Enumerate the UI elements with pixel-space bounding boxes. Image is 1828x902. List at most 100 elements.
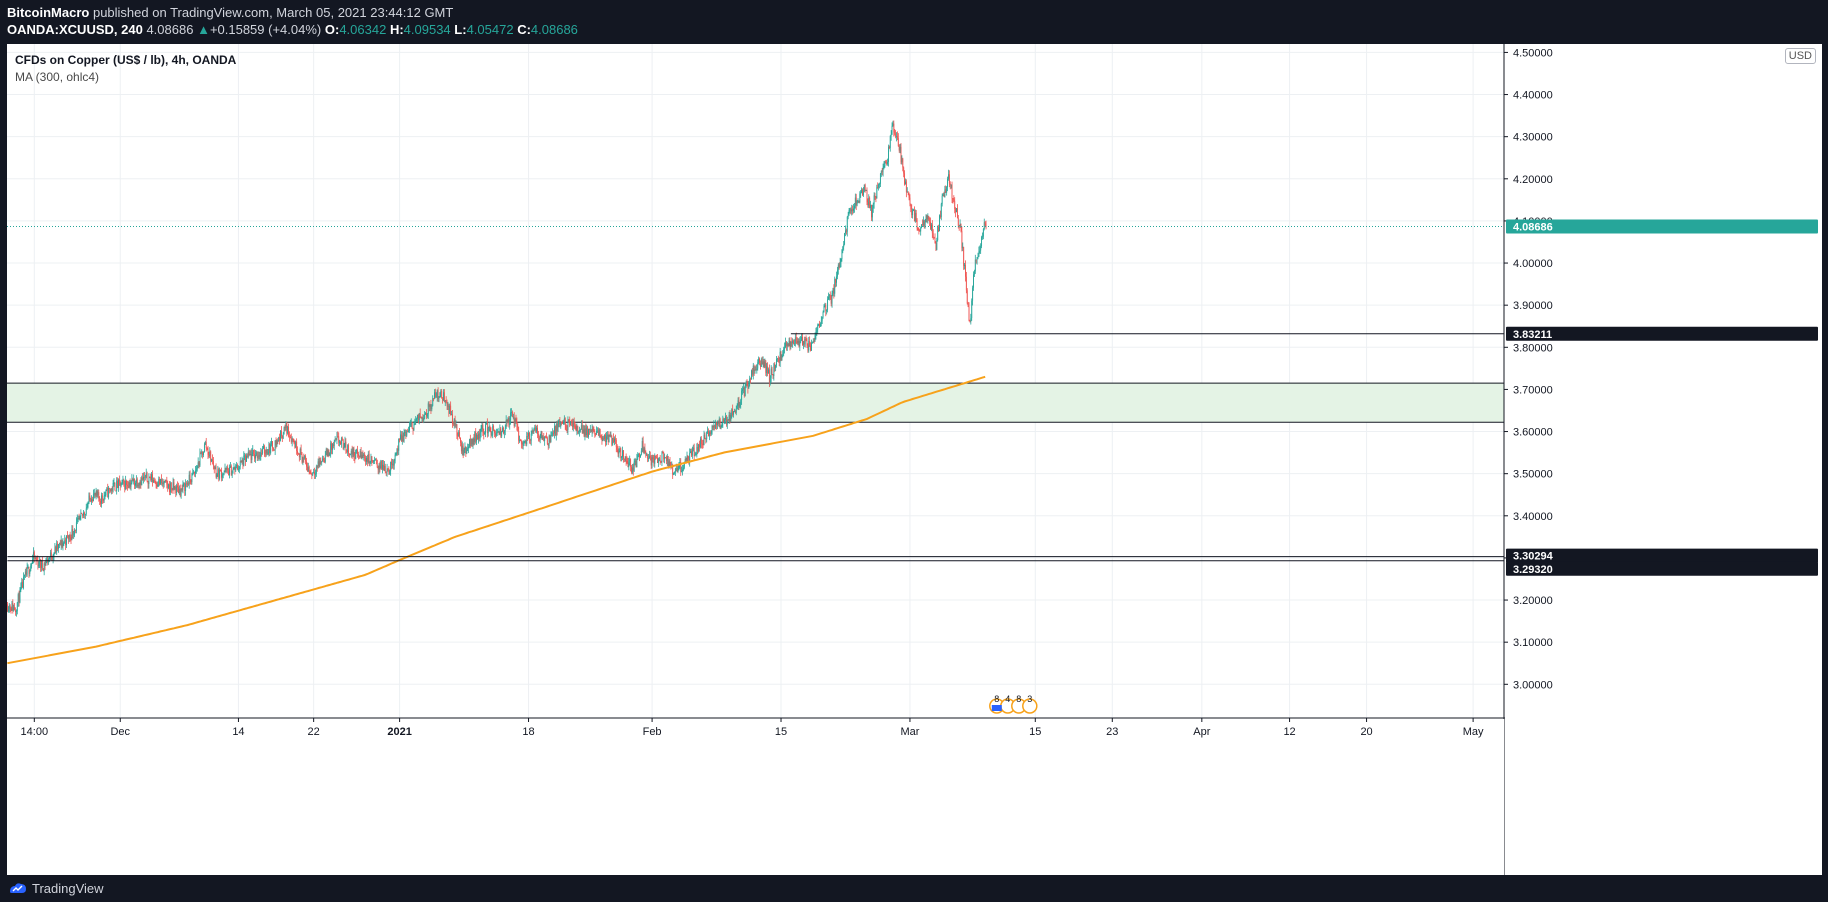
candle-body xyxy=(192,472,194,474)
candle-body xyxy=(888,146,889,162)
candle-body xyxy=(417,414,418,419)
candle-body xyxy=(35,557,37,561)
candle-body xyxy=(266,449,268,454)
candle-body xyxy=(353,448,355,456)
candle-body xyxy=(870,205,872,218)
candle-body xyxy=(513,416,515,427)
candle-body xyxy=(90,498,92,502)
candle-body xyxy=(809,341,811,346)
candle-body xyxy=(147,481,149,485)
candle-body xyxy=(102,499,104,501)
candle-body xyxy=(306,461,307,467)
candle-body xyxy=(745,382,747,386)
candle-body xyxy=(352,448,354,455)
candle-body xyxy=(124,482,126,489)
candle-body xyxy=(424,414,426,419)
candle-body xyxy=(150,477,152,480)
candle-body xyxy=(371,456,373,462)
candle-body xyxy=(546,437,548,444)
candle-body xyxy=(23,576,25,588)
candle-body xyxy=(825,305,827,312)
candle-body xyxy=(229,465,231,468)
price-chart[interactable]: 3.000003.100003.200003.300003.400003.500… xyxy=(7,44,1822,875)
symbol-title[interactable]: CFDs on Copper (US$ / lb), 4h, OANDA xyxy=(15,53,237,67)
candle-body xyxy=(752,365,754,375)
candle-body xyxy=(828,294,830,297)
candle-body xyxy=(877,187,879,189)
candle-body xyxy=(351,450,353,455)
candle-body xyxy=(650,458,652,466)
low-label: L: xyxy=(454,22,467,37)
candle-body xyxy=(795,337,797,342)
chart-pane[interactable]: 3.000003.100003.200003.300003.400003.500… xyxy=(7,44,1822,875)
candle-body xyxy=(460,437,461,443)
candle-body xyxy=(195,469,197,471)
candle-body xyxy=(299,448,301,458)
candle-body xyxy=(631,467,633,473)
candle-body xyxy=(663,453,665,460)
symbol-name[interactable]: OANDA:XCUUSD, 240 xyxy=(7,22,143,37)
candle-body xyxy=(174,486,176,490)
candle-body xyxy=(648,457,649,459)
candle-body xyxy=(741,390,743,401)
candle-body xyxy=(589,429,591,431)
candle-body xyxy=(490,432,492,435)
candle-body xyxy=(331,443,333,450)
candle-body xyxy=(869,197,871,209)
candle-body xyxy=(846,216,848,232)
candle-body xyxy=(885,161,887,163)
candle-body xyxy=(314,472,315,475)
candle-body xyxy=(105,489,107,496)
candle-body xyxy=(972,287,974,301)
candle-body xyxy=(819,324,821,327)
tradingview-logo-icon[interactable] xyxy=(8,881,28,895)
candle-body xyxy=(216,474,218,477)
candle-body xyxy=(500,428,502,437)
candle-body xyxy=(368,453,370,464)
candle-body xyxy=(293,439,295,443)
candle-body xyxy=(92,494,94,501)
candle-body xyxy=(703,434,705,446)
candle-body xyxy=(49,552,51,558)
candle-body xyxy=(69,534,71,538)
candle-body xyxy=(844,233,846,245)
candle-body xyxy=(252,450,254,453)
candle-body xyxy=(606,434,608,437)
candle-body xyxy=(236,465,238,466)
close-value: 4.08686 xyxy=(530,22,578,37)
candle-body xyxy=(198,462,200,466)
candle-body xyxy=(420,417,422,419)
candle-body xyxy=(260,452,262,456)
candle-body xyxy=(103,495,105,501)
currency-button[interactable]: USD xyxy=(1784,48,1816,64)
candle-body xyxy=(921,224,923,229)
candle-body xyxy=(973,274,974,288)
candle-body xyxy=(676,468,678,472)
author-name[interactable]: BitcoinMacro xyxy=(7,5,90,20)
candle-body xyxy=(195,470,196,474)
candle-body xyxy=(483,433,485,435)
candle-body xyxy=(899,146,901,151)
candle-body xyxy=(327,450,329,457)
tradingview-brand[interactable]: TradingView xyxy=(32,881,104,896)
candle-body xyxy=(848,210,850,215)
candle-body xyxy=(169,483,171,493)
candle-body xyxy=(565,424,567,430)
candle-body xyxy=(121,479,123,483)
candle-body xyxy=(347,445,349,452)
candle-body xyxy=(813,341,815,343)
candle-body xyxy=(29,570,31,574)
candle-body xyxy=(39,559,41,566)
candle-body xyxy=(646,455,648,456)
candle-body xyxy=(872,204,874,208)
candle-body xyxy=(427,403,429,415)
candle-body xyxy=(457,435,459,437)
indicator-label[interactable]: MA (300, ohlc4) xyxy=(15,70,100,84)
candle-body xyxy=(475,431,477,442)
candle-body xyxy=(680,462,682,472)
candle-body xyxy=(835,278,837,283)
candle-body xyxy=(623,459,625,460)
candle-body xyxy=(571,421,572,423)
us-flag-icon xyxy=(991,705,1002,711)
candle-body xyxy=(916,219,918,229)
